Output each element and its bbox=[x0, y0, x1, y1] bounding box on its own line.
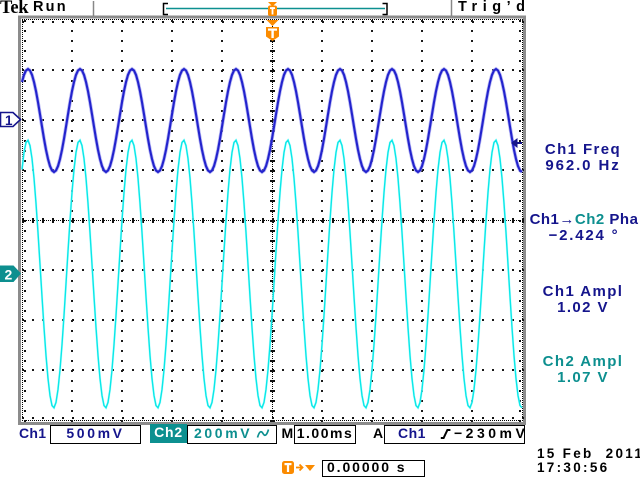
svg-text:1: 1 bbox=[5, 113, 13, 128]
svg-text:2: 2 bbox=[5, 267, 13, 283]
